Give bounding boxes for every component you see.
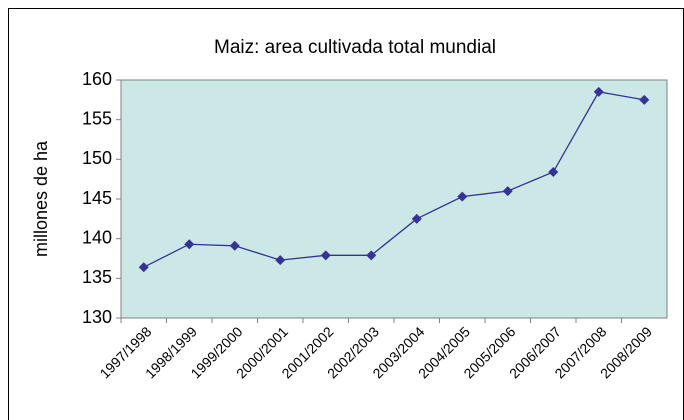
marker: [138, 262, 149, 273]
marker: [502, 186, 513, 197]
chart-title: Maiz: area cultivada total mundial: [214, 37, 496, 58]
marker: [229, 240, 240, 251]
marker: [366, 250, 377, 261]
y-tick-label: 160: [82, 69, 112, 89]
marker: [411, 213, 422, 224]
y-tick-label: 130: [82, 307, 112, 327]
line: [143, 91, 645, 268]
marker: [548, 167, 559, 178]
marker: [184, 239, 195, 250]
marker: [593, 86, 604, 97]
y-axis-label: millones de ha: [31, 140, 51, 257]
y-tick-label: 135: [82, 267, 112, 287]
plot-area: [120, 79, 668, 319]
marker: [639, 94, 650, 105]
y-tick-label: 155: [82, 108, 112, 128]
marker: [275, 255, 286, 266]
marker: [457, 191, 468, 202]
marker: [320, 250, 331, 261]
y-tick-label: 150: [82, 148, 112, 168]
y-tick-label: 140: [82, 227, 112, 247]
y-tick-label: 145: [82, 188, 112, 208]
